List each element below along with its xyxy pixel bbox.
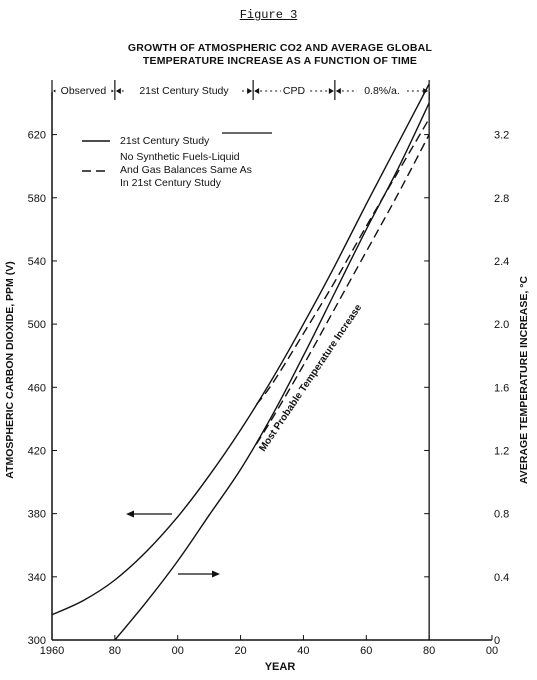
figure-label: Figure 3 bbox=[239, 8, 298, 22]
left-y-tick-label: 300 bbox=[28, 635, 46, 647]
x-tick-label: 20 bbox=[234, 645, 246, 657]
period-label: Observed bbox=[61, 85, 107, 97]
chart-title: GROWTH OF ATMOSPHERIC CO2 AND AVERAGE GL… bbox=[60, 42, 500, 68]
left-y-axis: 300 340 380 420 460 500 540 580 620 bbox=[28, 130, 57, 647]
x-tick-label: 00 bbox=[172, 645, 184, 657]
x-tick-label: 80 bbox=[109, 645, 121, 657]
left-y-tick-label: 380 bbox=[28, 509, 46, 521]
period-arrowhead bbox=[254, 88, 260, 94]
x-tick-label: 00 bbox=[486, 645, 498, 657]
left-y-tick-label: 420 bbox=[28, 445, 46, 457]
period-label-bg bbox=[126, 83, 242, 96]
legend: 21st Century Study No Synthetic Fuels-Liq… bbox=[82, 132, 272, 189]
period-label-bg bbox=[281, 83, 307, 96]
period-label: 21st Century Study bbox=[139, 85, 229, 97]
left-axis-arrow-head bbox=[126, 510, 134, 518]
co2-series-dashed bbox=[255, 118, 430, 406]
plot-frame bbox=[51, 92, 492, 641]
period-label: CPD bbox=[283, 85, 306, 97]
period-arrowhead bbox=[115, 88, 121, 94]
right-y-axis-label: AVERAGE TEMPERATURE INCREASE, °C bbox=[518, 276, 530, 484]
right-y-tick-label: 0.8 bbox=[494, 509, 509, 521]
right-y-tick-label: 0.4 bbox=[494, 572, 509, 584]
x-axis-label: YEAR bbox=[265, 661, 296, 673]
left-y-tick-label: 460 bbox=[28, 382, 46, 394]
x-tick-label: 40 bbox=[297, 645, 309, 657]
axis-arrows bbox=[126, 510, 220, 578]
temperature-series-dashed bbox=[255, 134, 430, 445]
period-arrowhead bbox=[328, 88, 334, 94]
period-label: 0.8%/a. bbox=[364, 85, 400, 97]
period-label-bg bbox=[55, 83, 112, 96]
right-y-tick-label: 2.4 bbox=[494, 256, 509, 268]
period-bar: Observed 21st Century Study CPD 0.8%/a. bbox=[51, 80, 430, 100]
right-y-tick-label: 1.6 bbox=[494, 382, 509, 394]
x-axis: 1960 80 00 20 40 60 80 00 bbox=[40, 635, 498, 657]
period-arrowhead bbox=[247, 88, 253, 94]
period-label-bg bbox=[357, 83, 407, 96]
chart-title-line-1: GROWTH OF ATMOSPHERIC CO2 AND AVERAGE GL… bbox=[127, 42, 433, 54]
temperature-series-solid bbox=[114, 102, 430, 641]
left-y-tick-label: 580 bbox=[28, 193, 46, 205]
right-axis-arrow-head bbox=[212, 570, 220, 578]
right-y-tick-label: 3.2 bbox=[494, 130, 509, 142]
left-y-tick-label: 340 bbox=[28, 572, 46, 584]
left-y-axis-label: ATMOSPHERIC CARBON DIOXIDE, PPM (V) bbox=[4, 261, 16, 478]
right-y-tick-label: 1.2 bbox=[494, 445, 509, 457]
legend-label-solid: 21st Century Study bbox=[120, 135, 210, 147]
right-y-tick-label: 2.8 bbox=[494, 193, 509, 205]
left-y-tick-label: 540 bbox=[28, 256, 46, 268]
co2-series-solid bbox=[51, 83, 430, 616]
x-tick-label: 1960 bbox=[40, 645, 64, 657]
chart-title-line-2: TEMPERATURE INCREASE AS A FUNCTION OF TI… bbox=[142, 55, 418, 67]
x-tick-label: 60 bbox=[360, 645, 372, 657]
left-y-tick-label: 500 bbox=[28, 319, 46, 331]
right-y-axis: 0 0.4 0.8 1.2 1.6 2.0 2.4 2.8 3.2 bbox=[424, 130, 509, 647]
right-y-tick-label: 2.0 bbox=[494, 319, 509, 331]
right-y-tick-label: 0 bbox=[494, 635, 500, 647]
series-layer bbox=[51, 83, 430, 641]
period-arrowhead bbox=[335, 88, 341, 94]
left-y-tick-label: 620 bbox=[28, 130, 46, 142]
legend-label-dashed: No Synthetic Fuels-Liquid And Gas Balance… bbox=[120, 151, 252, 189]
x-tick-label: 80 bbox=[423, 645, 435, 657]
